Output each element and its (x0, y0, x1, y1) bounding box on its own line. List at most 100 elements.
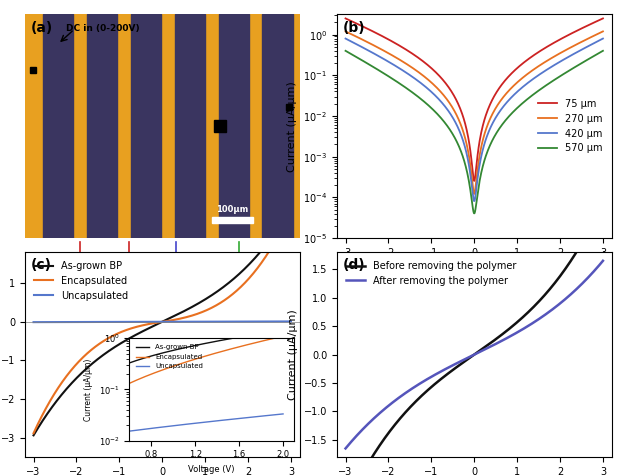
75 μm (464, 132, 472, 138)
As-grown BP (281, 216, 288, 221)
Text: (a): (a) (31, 21, 52, 35)
Encapsulated (154, 320, 161, 326)
420 μm (466, 165, 473, 170)
Encapsulated (152, 320, 160, 326)
Before removing the polymer (466, 355, 473, 361)
Text: (d): (d) (343, 258, 365, 272)
After removing the polymer (599, 258, 607, 264)
After removing the polymer (593, 265, 600, 271)
75 μm (342, 16, 349, 21)
75 μm (495, 85, 503, 91)
As-grown BP (152, 322, 160, 328)
270 μm (553, 52, 561, 58)
After removing the polymer (495, 339, 502, 345)
420 μm (553, 60, 561, 66)
Before removing the polymer (553, 278, 560, 284)
420 μm (464, 156, 472, 162)
570 μm (464, 172, 472, 178)
Bar (212, 218, 253, 223)
75 μm (482, 114, 489, 119)
Uncapsulated (154, 319, 161, 325)
270 μm (482, 129, 489, 134)
Uncapsulated (287, 318, 295, 324)
Uncapsulated (30, 319, 37, 325)
Before removing the polymer (464, 357, 472, 362)
Line: 420 μm: 420 μm (346, 39, 603, 201)
As-grown BP (241, 266, 248, 272)
270 μm (599, 29, 607, 34)
270 μm (495, 99, 503, 105)
75 μm (466, 141, 473, 147)
Before removing the polymer (495, 334, 502, 340)
Uncapsulated (241, 319, 248, 325)
Before removing the polymer (599, 200, 607, 206)
420 μm (599, 36, 607, 41)
Legend: 75 μm, 270 μm, 420 μm, 570 μm: 75 μm, 270 μm, 420 μm, 570 μm (534, 95, 607, 158)
Bar (130, 14, 161, 238)
After removing the polymer (481, 347, 489, 352)
Line: Uncapsulated: Uncapsulated (34, 321, 291, 322)
Encapsulated (30, 430, 37, 436)
Encapsulated (183, 314, 190, 320)
Uncapsulated (183, 319, 190, 325)
After removing the polymer (342, 446, 349, 451)
Line: Before removing the polymer: Before removing the polymer (346, 203, 603, 476)
As-grown BP (154, 321, 161, 327)
After removing the polymer (464, 355, 472, 361)
X-axis label: Voltage (V): Voltage (V) (444, 263, 505, 273)
Line: 270 μm: 270 μm (346, 31, 603, 194)
Legend: Before removing the polymer, After removing the polymer: Before removing the polymer, After remov… (342, 257, 520, 290)
Encapsulated (169, 317, 177, 323)
420 μm (470, 198, 478, 204)
Text: DC in (0-200V): DC in (0-200V) (66, 24, 140, 32)
270 μm (464, 147, 472, 152)
Encapsulated (241, 280, 248, 286)
Bar (218, 14, 249, 238)
75 μm (470, 178, 478, 184)
270 μm (593, 31, 601, 37)
Uncapsulated (169, 319, 177, 325)
Bar (175, 14, 205, 238)
270 μm (466, 156, 473, 161)
270 μm (342, 29, 349, 34)
Y-axis label: Current (μA/μm): Current (μA/μm) (288, 309, 298, 400)
Before removing the polymer (481, 344, 489, 350)
Text: 100μm: 100μm (216, 205, 248, 214)
Uncapsulated (281, 318, 288, 324)
As-grown BP (30, 433, 37, 438)
After removing the polymer (553, 303, 560, 309)
75 μm (599, 16, 607, 21)
Line: 570 μm: 570 μm (346, 51, 603, 213)
570 μm (466, 181, 473, 187)
420 μm (482, 138, 489, 144)
As-grown BP (287, 206, 295, 211)
570 μm (495, 126, 503, 131)
Bar (43, 14, 73, 238)
Encapsulated (281, 220, 288, 226)
75 μm (553, 38, 561, 44)
Y-axis label: Current (μA/μm): Current (μA/μm) (288, 81, 298, 171)
After removing the polymer (466, 354, 473, 360)
Bar (87, 14, 117, 238)
Text: (c): (c) (31, 258, 51, 272)
Line: Encapsulated: Encapsulated (34, 210, 291, 433)
570 μm (482, 155, 489, 160)
Line: As-grown BP: As-grown BP (34, 208, 291, 436)
420 μm (342, 36, 349, 41)
570 μm (553, 75, 561, 81)
Line: 75 μm: 75 μm (346, 19, 603, 181)
Legend: As-grown BP, Encapsulated, Uncapsulated: As-grown BP, Encapsulated, Uncapsulated (30, 257, 132, 305)
Line: After removing the polymer: After removing the polymer (346, 261, 603, 448)
As-grown BP (183, 307, 190, 313)
570 μm (470, 210, 478, 216)
570 μm (599, 48, 607, 54)
Before removing the polymer (593, 213, 600, 218)
570 μm (342, 48, 349, 54)
420 μm (495, 109, 503, 115)
Text: (b): (b) (343, 21, 365, 35)
Uncapsulated (152, 319, 160, 325)
270 μm (470, 191, 478, 197)
Encapsulated (287, 208, 295, 213)
Bar (263, 14, 293, 238)
As-grown BP (169, 314, 177, 319)
